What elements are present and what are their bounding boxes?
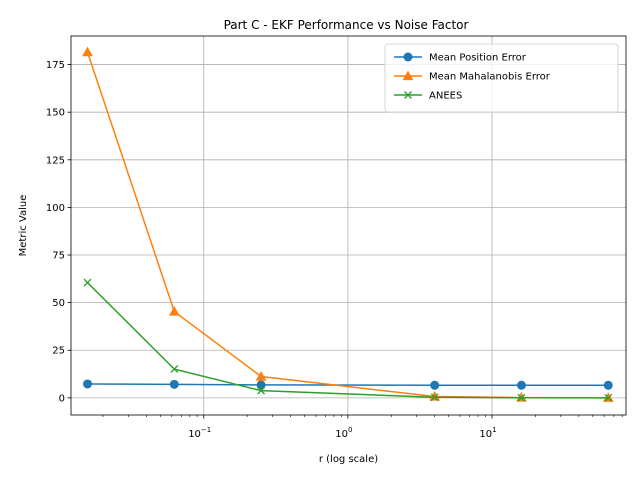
- x-tick-label-base: 10: [188, 429, 201, 440]
- data-point-mean-position-error: [169, 379, 179, 389]
- y-tick-label: 175: [46, 60, 65, 71]
- series-line-anees: [86, 282, 609, 399]
- grid: [71, 36, 626, 415]
- data-point-anees: [517, 393, 526, 402]
- legend: Mean Position Error Mean Mahalanobis Erro…: [384, 43, 619, 113]
- x-tick-label-base: 10: [479, 429, 492, 440]
- data-point-mean-position-error: [430, 380, 440, 390]
- y-tick-label: 0: [59, 393, 65, 404]
- data-point-mean-mahalanobis-error: [255, 370, 267, 381]
- data-point-mean-position-error: [516, 380, 526, 390]
- data-point-anees: [170, 365, 179, 374]
- legend-label-anees: ANEES: [429, 91, 462, 102]
- data-point-mean-mahalanobis-error: [82, 46, 93, 57]
- data-point-anees: [604, 393, 613, 402]
- y-tick-label: 50: [52, 298, 65, 309]
- y-tick-label: 25: [52, 346, 65, 357]
- legend-marker-anees: [404, 91, 412, 99]
- legend-label-mean-position-error: Mean Position Error: [429, 53, 527, 64]
- data-point-anees: [257, 386, 266, 395]
- data-point-mean-mahalanobis-error: [168, 306, 180, 316]
- x-tick-label-exponent: 1: [492, 426, 496, 434]
- y-tick-label: 100: [46, 203, 65, 214]
- series-line-mean-position-error: [87, 383, 609, 387]
- plot-series: [82, 46, 614, 402]
- legend-label-mean-mahalanobis-error: Mean Mahalanobis Error: [429, 72, 551, 83]
- x-axis-title: r (log scale): [319, 454, 378, 465]
- x-tick-label: 101: [479, 426, 496, 440]
- x-tick-label-exponent: 0: [348, 426, 352, 434]
- legend-box: [384, 43, 619, 113]
- y-tick-label: 75: [52, 251, 65, 262]
- plot-area-frame: [70, 35, 627, 416]
- x-tick-label: 10−1: [188, 426, 211, 440]
- data-point-mean-position-error: [603, 380, 613, 390]
- legend-marker-mean-position-error: [403, 52, 413, 62]
- y-axis-title: Metric Value: [18, 195, 29, 257]
- x-tick-label-base: 10: [335, 429, 348, 440]
- data-point-mean-position-error: [83, 379, 93, 389]
- y-tick-label: 150: [46, 108, 65, 119]
- data-point-mean-position-error: [256, 380, 266, 390]
- chart-title: Part C - EKF Performance vs Noise Factor: [224, 18, 469, 32]
- x-tick-label-exponent: −1: [201, 426, 211, 434]
- x-tick-label: 100: [335, 426, 352, 440]
- y-tick-label: 125: [46, 155, 65, 166]
- legend-marker-mean-mahalanobis-error: [402, 70, 414, 81]
- data-point-anees: [83, 278, 92, 287]
- series-mean-position-error: [83, 379, 613, 390]
- data-point-mean-mahalanobis-error: [429, 390, 441, 401]
- data-point-anees: [430, 393, 439, 402]
- series-anees: [83, 278, 613, 402]
